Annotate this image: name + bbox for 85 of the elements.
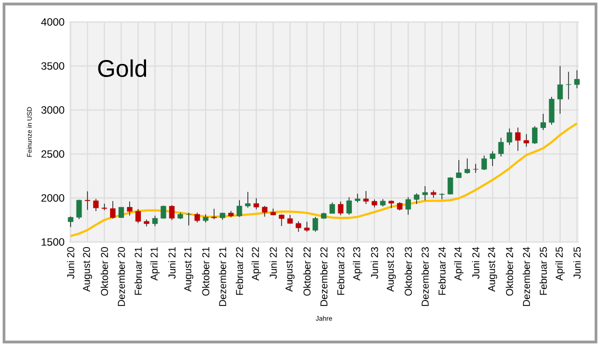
- x-tick-label: August 24: [488, 247, 498, 292]
- candlestick: [439, 193, 445, 200]
- x-tick-label: April 23: [352, 247, 362, 281]
- candlestick: [506, 128, 512, 146]
- x-tick-label: Juni 20: [66, 247, 74, 279]
- candlestick: [363, 190, 369, 204]
- candlestick: [296, 220, 302, 232]
- x-tick-label: Oktober 22: [303, 247, 311, 296]
- candlestick: [126, 201, 132, 216]
- x-tick-label: Juni 24: [472, 247, 480, 279]
- candlestick: [481, 155, 487, 170]
- candlestick: [524, 134, 530, 148]
- candlestick: [574, 70, 580, 89]
- x-tick-label: August 22: [286, 247, 295, 292]
- y-tick-label: 3500: [41, 62, 64, 70]
- x-tick-label: April 22: [252, 247, 261, 281]
- candlestick: [548, 96, 554, 126]
- candlestick: [152, 215, 158, 226]
- x-tick-label: Oktober 21: [202, 247, 210, 296]
- candlestick: [245, 191, 251, 208]
- x-tick-label: Oktober 24: [506, 247, 514, 296]
- y-tick-label: 2000: [41, 194, 64, 202]
- x-tick-label: August 23: [386, 247, 396, 292]
- candlestick: [405, 196, 411, 216]
- candlestick: [236, 200, 242, 218]
- candlestick: [354, 193, 360, 203]
- x-tick-label: Dezember 23: [421, 247, 429, 306]
- y-tick-label: 1500: [42, 238, 64, 246]
- candlestick: [430, 190, 436, 198]
- candlestick: [346, 196, 352, 216]
- candlestick: [76, 199, 82, 220]
- candlestick: [414, 193, 420, 204]
- y-tick-label: 3000: [41, 106, 64, 114]
- x-tick-label: Februar 24: [438, 247, 446, 295]
- x-tick-label: Dezember 22: [320, 247, 328, 306]
- candlestick: [186, 212, 192, 226]
- text: Gold: [98, 59, 146, 77]
- candlestick: [135, 208, 141, 224]
- x-tick-label: Juni 21: [168, 247, 176, 279]
- candlestick: [262, 206, 268, 218]
- candlestick: [515, 127, 521, 152]
- x-tick-label: Februar 23: [337, 247, 344, 295]
- candlestick: [211, 208, 217, 220]
- candlestick: [84, 191, 90, 210]
- candlestick: [456, 160, 462, 178]
- candlestick: [160, 205, 166, 219]
- candlestick: [329, 202, 335, 214]
- x-tick-label: Oktober 23: [404, 247, 412, 296]
- y-tick-label: 4000: [41, 18, 64, 26]
- x-tick-label: April 21: [150, 247, 160, 281]
- candlestick: [304, 221, 310, 232]
- x-tick-label: Juni 23: [370, 247, 378, 279]
- candlestick: [312, 216, 318, 232]
- candlestick: [169, 204, 175, 220]
- line-series: [70, 122, 578, 238]
- y-tick-label: 2500: [41, 150, 64, 158]
- x-tick-label: Oktober 20: [100, 247, 108, 296]
- x-tick-label: Dezember 20: [118, 247, 125, 306]
- candlestick: [540, 114, 546, 130]
- candlestick: [194, 212, 200, 223]
- candlestick: [68, 216, 74, 228]
- candlestick: [448, 176, 454, 195]
- x-tick-label: August 20: [82, 247, 92, 292]
- candlestick: [422, 186, 428, 201]
- x-tick-label: Dezember 24: [522, 247, 530, 306]
- x-tick-label: Dezember 21: [218, 247, 226, 306]
- x-tick-label: Februar 25: [540, 247, 547, 295]
- candlestick: [254, 198, 260, 210]
- x-tick-label: Februar 21: [134, 247, 142, 295]
- candlestick: [498, 137, 504, 157]
- candlestick: [464, 158, 470, 174]
- x-tick-label: Juni 25: [573, 247, 581, 279]
- candlestick: [118, 206, 124, 218]
- candlestick: [566, 71, 572, 100]
- x-tick-label: April 25: [555, 247, 565, 281]
- candlestick: [338, 201, 344, 216]
- candlestick: [93, 198, 99, 212]
- candlestick: [557, 66, 563, 114]
- candlestick: [532, 126, 538, 144]
- candlestick: [110, 200, 116, 219]
- candlestick: [490, 150, 496, 166]
- x-tick-label: April 24: [454, 247, 464, 281]
- x-tick-label: August 21: [184, 247, 194, 292]
- x-tick-label: Februar 22: [236, 247, 244, 295]
- x-tick-label: Juni 22: [269, 247, 277, 279]
